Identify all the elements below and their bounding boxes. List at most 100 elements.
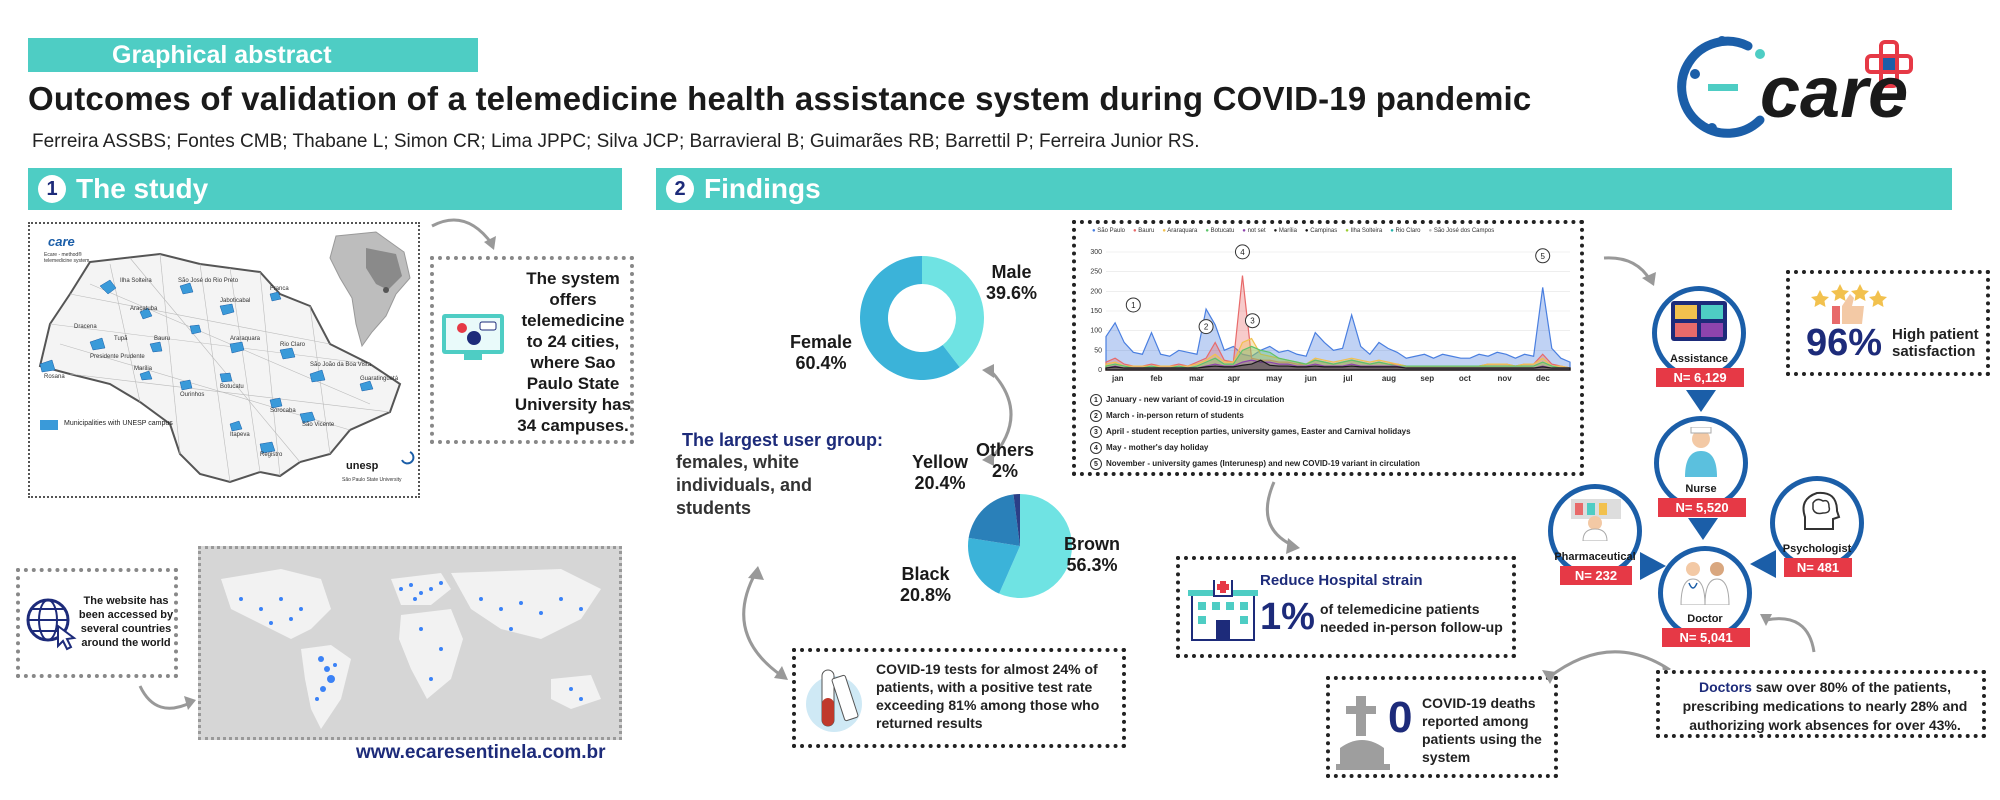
yellow-label-value: 20.4% [914,473,966,493]
map-city-label: Araçatuba [130,306,158,312]
black-label: Black 20.8% [900,564,951,606]
doctors-summary: Doctors saw over 80% of the patients, pr… [1666,678,1984,735]
timeseries-chart: 0 50 100 150 200 250 300 jan feb mar apr may jun jul a… [1090,244,1571,383]
legend-entry-label: Araraquara [1167,228,1198,234]
x-tick-label: aug [1382,374,1396,383]
role-circle: Psychologist [1770,476,1864,570]
chart-note-text: March - in-person return of students [1106,411,1244,420]
map-city-label: Sorocaba [270,408,296,414]
ecare-logo: care [1660,24,1940,144]
x-tick-label: dec [1536,374,1550,383]
offer-text-box: The system offers telemedicine to 24 cit… [430,256,634,444]
curved-double-arrow-icon [742,566,788,680]
area-series-3 [1105,345,1571,371]
role-count: N= 5,520 [1658,498,1746,517]
section-number: 2 [666,175,694,203]
test-tube-icon [806,669,862,732]
role-count: N= 481 [1784,558,1852,577]
legend-entry-label: São Paulo [1097,228,1125,234]
x-tick-label: jul [1342,374,1352,383]
map-city-label: Bauru [154,336,171,342]
map-city-label: Ilha Solteira [120,278,152,284]
event-marker [1125,297,1141,313]
black-label-value: 20.8% [900,585,952,605]
x-tick-label: feb [1151,374,1163,383]
area-series-5 [1105,359,1571,371]
x-tick-label: nov [1497,374,1512,383]
covid-tests-text: COVID-19 tests for almost 24% of patient… [876,661,1100,731]
legend-entry: ● not set [1242,228,1266,234]
role-name: Assistance [1669,353,1729,365]
curved-arrow-icon [1265,481,1300,554]
map-legend: Municipalities with UNESP campus [64,420,173,427]
pharmacist-icon [1571,499,1621,541]
event-marker [1535,248,1551,264]
down-triangle-icon [1686,390,1716,412]
brain-head-icon [1802,491,1841,530]
legend-entry: ● Bauru [1133,228,1155,234]
offer-text: The system offers telemedicine to 24 cit… [514,269,632,435]
map-city-labels: Ilha Solteira Araçatuba São José do Rio … [30,224,418,496]
chart-note: 1 January - new variant of covid-19 in ci… [1090,392,1570,408]
map-city-label: Dracena [74,324,97,330]
brown-label: Brown 56.3% [1064,534,1120,576]
hospital-value: 1% [1260,596,1315,638]
tombstone-icon [1336,696,1390,770]
largest-group-block: The largest user group: females, white i… [676,430,896,520]
map-city-label: Presidente Prudente [90,354,145,360]
event-marker [1234,244,1250,260]
chart-note: 4 May - mother's day holiday [1090,440,1570,456]
right-triangle-icon [1640,552,1666,580]
legend-entry-label: Bauru [1138,228,1155,234]
deaths-box: 0 COVID-19 deaths reported among patient… [1326,676,1558,778]
chart-note-number: 4 [1090,442,1102,454]
doctors-summary-lead: Doctors [1698,679,1752,695]
curved-arrow-icon [1603,256,1656,286]
role-name: Nurse [1685,483,1717,495]
map-city-label: Marília [134,366,153,372]
role-count: N= 232 [1560,566,1632,585]
map-city-label: Franca [270,286,289,292]
pie-slice-black [968,537,1020,594]
satisfaction-box: 96% High patient satisfaction [1786,270,1990,376]
chart-note-text: January - new variant of covid-19 in cir… [1106,395,1285,404]
map-city-label: Tupã [114,336,128,342]
legend-entry-label: not set [1247,228,1266,234]
curved-double-arrow-icon [982,364,1013,466]
area-series-0 [1105,287,1571,371]
y-tick-label: 250 [1090,269,1102,276]
role-circle: Assistance [1652,286,1746,380]
map-city-label: Guaratinguetá [360,376,399,382]
chart-note-number: 3 [1090,426,1102,438]
x-tick-label: jan [1111,374,1124,383]
black-label-name: Black [901,564,950,584]
female-label-value: 60.4% [795,353,847,373]
deaths-value: 0 [1388,693,1413,742]
globe-cursor-icon [26,598,77,651]
role-circle: Pharmaceutical [1548,484,1642,578]
map-city-label: Jaboticabal [220,298,251,304]
telemedicine-icon [442,314,504,360]
others-label-value: 2% [992,461,1019,481]
pie-slice-male [922,256,984,368]
male-label-name: Male [991,262,1032,282]
y-tick-label: 0 [1098,367,1102,374]
event-marker [1244,313,1260,329]
y-tick-label: 100 [1090,328,1102,335]
y-tick-label: 150 [1090,308,1102,315]
legend-entry: ● Ilha Solteira [1345,228,1383,234]
section-study-bar: 1 The study [28,168,622,210]
legend-entry: ● Araraquara [1162,228,1198,234]
male-label: Male 39.6% [986,262,1037,304]
map-city-label: Rio Claro [280,342,306,348]
doctors-summary-box: Doctors saw over 80% of the patients, pr… [1656,670,1986,738]
ecare-logo-text: care [1760,53,1909,133]
curved-arrow-icon [431,218,496,250]
yellow-label-name: Yellow [912,452,969,472]
role-circle: Doctor [1658,546,1752,640]
race-pie-chart [968,494,1072,598]
largest-group-title: The largest user group: [682,430,884,450]
male-label-value: 39.6% [986,283,1038,303]
section-findings-bar: 2 Findings [656,168,1952,210]
website-url[interactable]: www.ecaresentinela.com.br [356,742,606,763]
